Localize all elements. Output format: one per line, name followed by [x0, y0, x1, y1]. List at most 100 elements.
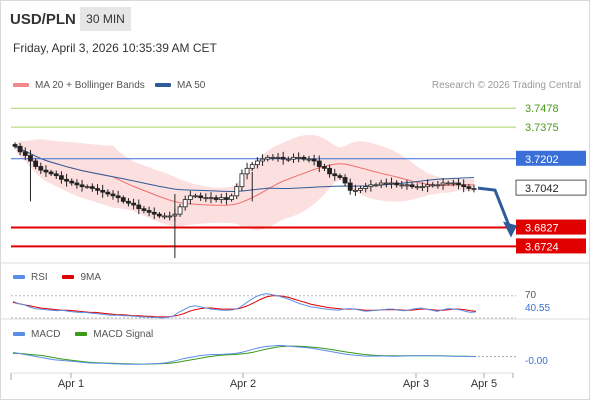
candle-body — [141, 208, 147, 211]
symbol-title: USD/PLN — [10, 11, 76, 28]
candle-body — [249, 164, 255, 169]
candle-body — [471, 188, 477, 190]
bollinger-label: MA 20 + Bollinger Bands — [35, 80, 145, 91]
candle-body — [79, 184, 85, 188]
candle-body — [182, 199, 188, 208]
candle-body — [466, 186, 472, 189]
legend-macd: MACD MACD Signal — [13, 329, 153, 340]
candle-body — [177, 206, 183, 215]
candle-body — [296, 156, 302, 159]
candle-body — [450, 182, 456, 185]
candle-body — [275, 156, 281, 159]
candle-body — [461, 184, 467, 188]
pivot-tag — [516, 150, 586, 166]
candle-body — [115, 195, 121, 199]
candle-body — [394, 182, 400, 186]
candle-body — [244, 167, 250, 175]
research-credit: Research © 2026 Trading Central — [431, 80, 581, 91]
x-tick-label: Apr 5 — [471, 378, 497, 390]
candle-body — [126, 200, 131, 204]
candle-body — [389, 182, 394, 185]
projection-arrow-head — [503, 221, 517, 238]
candle-body — [337, 175, 343, 178]
candle-body — [95, 188, 100, 191]
macd-signal-swatch — [75, 332, 88, 337]
bollinger-swatch — [13, 83, 29, 88]
candle-body — [383, 182, 389, 185]
candle-body — [414, 186, 420, 189]
candle-body — [208, 197, 214, 200]
legend-rsi: RSI 9MA — [13, 272, 101, 283]
candle-body — [399, 184, 405, 187]
candle-body — [332, 173, 338, 177]
candle-body — [43, 169, 49, 173]
resistance-label-0: 3.7478 — [525, 103, 559, 115]
candle-body — [254, 160, 260, 166]
candle-body — [48, 171, 54, 175]
candle-body — [425, 184, 430, 188]
candle-body — [342, 177, 348, 184]
candle-body — [162, 215, 167, 218]
resistance-label-1: 3.7375 — [525, 122, 559, 134]
candle-body — [322, 166, 327, 169]
candle-body — [218, 197, 224, 200]
candle-body — [347, 182, 353, 191]
candle-body — [352, 189, 358, 192]
candle-body — [22, 151, 28, 156]
candle-body — [311, 158, 317, 162]
candle-body — [64, 178, 69, 182]
candle-body — [89, 186, 95, 189]
candle-body — [239, 173, 245, 188]
candle-body — [234, 186, 240, 197]
candle-body — [100, 189, 106, 193]
candle-body — [363, 186, 369, 189]
candle-body — [430, 184, 436, 187]
candle-body — [213, 197, 219, 200]
candle-body — [33, 160, 39, 167]
candle-body — [105, 191, 111, 195]
candle-body — [270, 156, 276, 159]
candle-body — [229, 195, 235, 200]
timestamp: Friday, April 3, 2026 10:35:39 AM CET — [13, 41, 217, 55]
candle-body — [224, 197, 229, 200]
last-price-label: 3.7042 — [525, 183, 559, 195]
candle-body — [316, 160, 322, 167]
legend-ma50: MA 50 — [155, 80, 205, 91]
candle-body — [327, 167, 332, 175]
candle-body — [378, 182, 384, 186]
pivot-label: 3.7202 — [525, 154, 559, 166]
candle-body — [265, 156, 271, 160]
candle-body — [404, 184, 410, 187]
candle-body — [38, 166, 44, 171]
rsi-level-70: 70 — [525, 290, 537, 301]
candle-body — [285, 158, 291, 161]
candle-body — [151, 211, 157, 215]
macd-signal-line — [13, 345, 477, 365]
support-tag-4 — [516, 219, 586, 235]
candle-body — [74, 182, 80, 186]
candle-body — [187, 195, 193, 200]
support-label-5: 3.6724 — [525, 241, 559, 253]
candle-body — [260, 158, 265, 162]
rsi-current-value: 40.55 — [525, 303, 550, 314]
rsi-label: RSI — [31, 272, 48, 283]
candle-body — [120, 197, 126, 202]
candle-body — [301, 156, 307, 160]
last-price-tag — [515, 179, 587, 196]
candle-body — [291, 156, 296, 160]
candle-body — [146, 210, 152, 213]
timeframe-button[interactable]: 30 MIN — [80, 7, 131, 31]
candle-body — [358, 188, 363, 191]
rsi-ma-swatch — [62, 275, 75, 280]
macd-current-value: -0.00 — [525, 356, 548, 367]
legend-bollinger: MA 20 + Bollinger Bands — [13, 80, 145, 91]
candle-body — [17, 145, 23, 153]
candle-body — [280, 156, 286, 160]
candle-body — [373, 184, 379, 187]
candle-body — [136, 204, 142, 210]
candle-body — [59, 175, 64, 180]
macd-line — [12, 345, 477, 365]
candle-body — [69, 180, 75, 184]
candle-body — [368, 184, 374, 188]
